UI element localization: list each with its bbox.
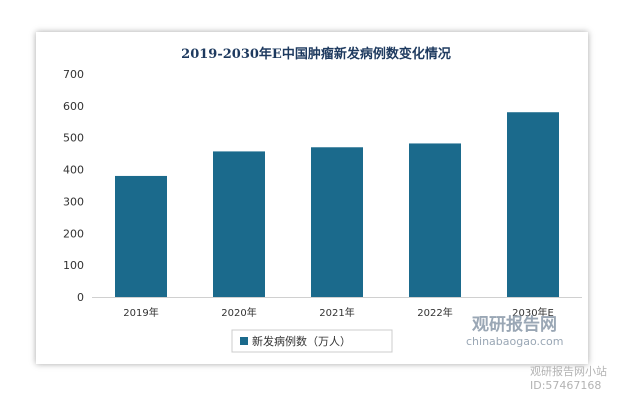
watermark-brand-en: chinabaogao.com [466, 335, 564, 348]
watermark-id: ID:57467168 [530, 379, 601, 392]
watermark: 观研报告网 chinabaogao.com 观研报告网小站 ID:5746716… [466, 314, 607, 392]
y-tick-label: 0 [77, 291, 84, 304]
chart-title: 2019-2030年E中国肿瘤新发病例数变化情况 [181, 46, 451, 62]
x-axis: 2019年 2020年 2021年 2022年 2030年E [92, 297, 582, 319]
bar [213, 151, 265, 297]
y-tick-label: 500 [63, 132, 84, 145]
bar [311, 147, 363, 297]
y-tick-label: 700 [63, 68, 84, 81]
x-tick-label: 2020年 [221, 306, 256, 319]
y-tick-label: 200 [63, 227, 84, 240]
x-tick-label: 2019年 [123, 306, 158, 319]
y-tick-label: 100 [63, 259, 84, 272]
y-axis: 0 100 200 300 400 500 600 700 [63, 68, 84, 304]
legend-swatch [240, 337, 248, 345]
legend-label: 新发病例数（万人） [252, 334, 351, 348]
x-tick-label: 2022年 [417, 306, 452, 319]
y-tick-label: 300 [63, 195, 84, 208]
bar [507, 112, 559, 297]
y-tick-label: 400 [63, 164, 84, 177]
legend-box [231, 329, 393, 353]
bar [409, 143, 461, 297]
watermark-brand-cn: 观研报告网 [471, 314, 557, 335]
x-tick-label: 2030年E [512, 306, 554, 319]
bars [115, 112, 559, 297]
bar [115, 175, 167, 297]
y-tick-label: 600 [63, 100, 84, 113]
watermark-site: 观研报告网小站 [530, 364, 607, 378]
x-tick-label: 2021年 [319, 306, 354, 319]
legend: 新发病例数（万人） [231, 329, 393, 353]
